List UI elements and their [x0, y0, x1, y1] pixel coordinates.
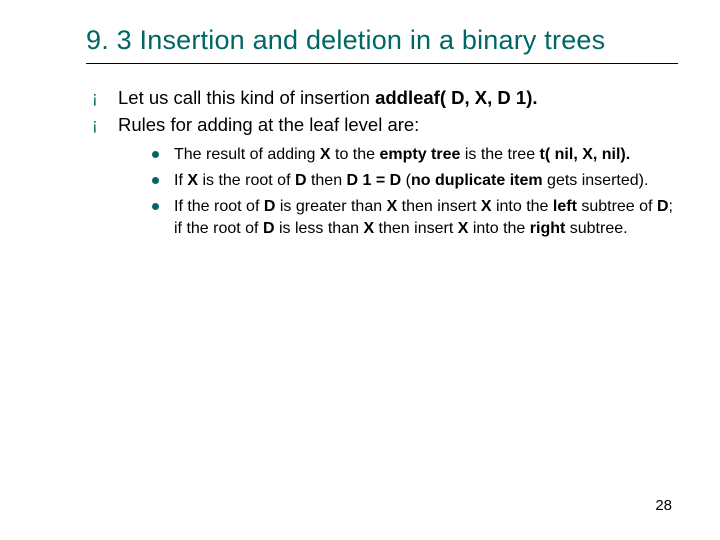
slide: 9. 3 Insertion and deletion in a binary …: [0, 0, 720, 540]
bold-text: left: [553, 198, 577, 215]
bold-text: X: [320, 146, 331, 163]
list-item: If X is the root of D then D 1 = D (no d…: [152, 170, 678, 192]
slide-title: 9. 3 Insertion and deletion in a binary …: [86, 24, 678, 57]
text-run: then insert: [397, 198, 481, 215]
text-run: If the root of: [174, 198, 264, 215]
text-run: Let us call this kind of insertion: [118, 87, 375, 108]
bold-text: D: [263, 220, 275, 237]
bold-text: D 1 = D: [347, 172, 402, 189]
text-run: subtree.: [565, 220, 627, 237]
bold-text: right: [530, 220, 566, 237]
bold-text: X: [481, 198, 492, 215]
list-item: Rules for adding at the leaf level are: …: [92, 113, 678, 240]
bold-text: empty tree: [379, 146, 460, 163]
text-run: is the root of: [198, 172, 295, 189]
text-run: Rules for adding at the leaf level are:: [118, 114, 419, 135]
text-run: (: [401, 172, 411, 189]
bold-text: D: [295, 172, 307, 189]
text-run: is the tree: [460, 146, 539, 163]
title-underline: [86, 63, 678, 64]
bold-text: X: [458, 220, 469, 237]
text-run: gets inserted).: [543, 172, 649, 189]
bold-text: X: [363, 220, 374, 237]
page-number: 28: [655, 497, 672, 514]
bold-text: no duplicate item: [411, 172, 543, 189]
bold-text: X: [187, 172, 198, 189]
bold-text: D: [264, 198, 276, 215]
bold-text: X: [387, 198, 398, 215]
text-run: subtree of: [577, 198, 657, 215]
bold-text: t( nil, X, nil).: [540, 146, 631, 163]
bold-text: addleaf( D, X, D 1).: [375, 87, 537, 108]
text-run: into the: [468, 220, 529, 237]
bullet-list-level1: Let us call this kind of insertion addle…: [92, 86, 678, 240]
text-run: into the: [492, 198, 553, 215]
text-run: to the: [331, 146, 380, 163]
list-item: The result of adding X to the empty tree…: [152, 144, 678, 166]
list-item: Let us call this kind of insertion addle…: [92, 86, 678, 111]
text-run: The result of adding: [174, 146, 320, 163]
text-run: then: [307, 172, 347, 189]
text-run: then insert: [374, 220, 458, 237]
text-run: is greater than: [275, 198, 386, 215]
list-item: If the root of D is greater than X then …: [152, 196, 678, 240]
bullet-list-level2: The result of adding X to the empty tree…: [152, 144, 678, 240]
text-run: is less than: [275, 220, 364, 237]
bold-text: D: [657, 198, 669, 215]
text-run: If: [174, 172, 187, 189]
